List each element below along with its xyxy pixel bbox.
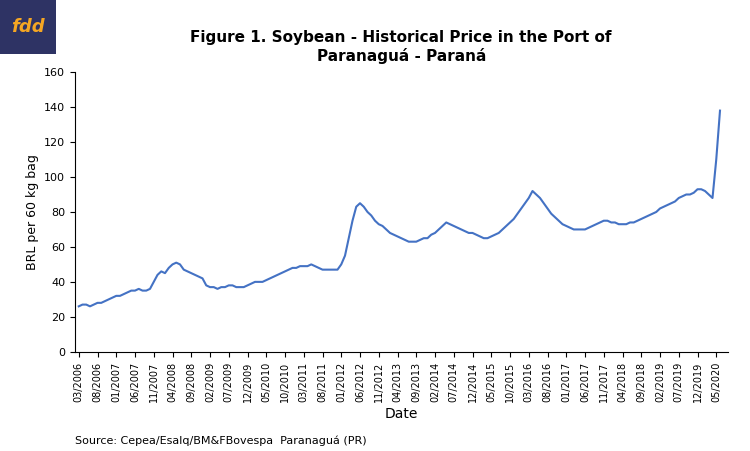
Text: fdd: fdd — [11, 18, 45, 36]
Title: Figure 1. Soybean - Historical Price in the Port of
Paranaguá - Paraná: Figure 1. Soybean - Historical Price in … — [190, 31, 612, 64]
Y-axis label: BRL per 60 kg bag: BRL per 60 kg bag — [26, 154, 38, 270]
X-axis label: Date: Date — [385, 407, 418, 421]
Text: Source: Cepea/Esalq/BM&FBovespa  Paranaguá (PR): Source: Cepea/Esalq/BM&FBovespa Paranagu… — [75, 436, 367, 446]
